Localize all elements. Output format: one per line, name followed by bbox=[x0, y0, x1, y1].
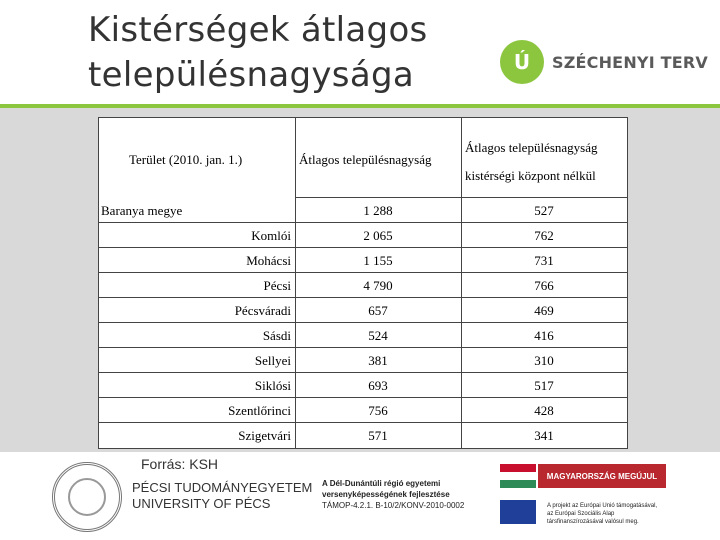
eu-line-1: A projekt az Európai Unió támogatásával, bbox=[547, 503, 658, 509]
hungarian-flag-icon bbox=[500, 464, 536, 488]
row-avg-no-center-value: 428 bbox=[534, 403, 554, 418]
szechenyi-terv-logo: Ú SZÉCHENYI TERV bbox=[500, 32, 708, 92]
row-area-name: Komlói bbox=[251, 228, 291, 243]
row-avg-no-center-value: 341 bbox=[534, 428, 554, 443]
row-avg-no-center-value: 310 bbox=[534, 353, 554, 368]
row-divider bbox=[99, 422, 627, 423]
pte-name-en: UNIVERSITY OF PÉCS bbox=[132, 496, 271, 511]
pte-logo-text: PÉCSI TUDOMÁNYEGYETEM UNIVERSITY OF PÉCS bbox=[132, 480, 312, 512]
row-avg-value: 571 bbox=[368, 428, 388, 443]
row-divider bbox=[99, 297, 627, 298]
row-avg-value: 524 bbox=[368, 328, 388, 343]
row-avg-value: 693 bbox=[368, 378, 388, 393]
row-avg-no-center-value: 766 bbox=[534, 278, 554, 293]
row-avg-value: 1 288 bbox=[363, 203, 393, 218]
table-row: Pécsváradi 657 469 bbox=[99, 298, 627, 323]
szechenyi-logo-text: SZÉCHENYI TERV bbox=[552, 52, 708, 72]
table-row: Baranya megye 1 288 527 bbox=[99, 198, 627, 223]
row-avg-value: 2 065 bbox=[363, 228, 393, 243]
row-avg-no-center-value: 469 bbox=[534, 303, 554, 318]
row-divider bbox=[99, 397, 627, 398]
row-divider bbox=[99, 372, 627, 373]
header-area: Terület (2010. jan. 1.) bbox=[129, 152, 243, 167]
row-avg-no-center-value: 762 bbox=[534, 228, 554, 243]
row-area-name: Baranya megye bbox=[101, 203, 183, 218]
row-divider bbox=[99, 347, 627, 348]
source-note: Forrás: KSH bbox=[141, 456, 219, 472]
table-row: Mohácsi 1 155 731 bbox=[99, 248, 627, 273]
row-divider bbox=[99, 247, 627, 248]
row-avg-value: 4 790 bbox=[363, 278, 393, 293]
row-divider bbox=[99, 272, 627, 273]
row-avg-value: 756 bbox=[368, 403, 388, 418]
eu-line-2: az Európai Szociális Alap bbox=[547, 511, 615, 517]
eu-line-3: társfinanszírozásával valósul meg. bbox=[547, 519, 639, 525]
row-avg-no-center-value: 527 bbox=[534, 203, 554, 218]
eu-support-text: A projekt az Európai Unió támogatásával,… bbox=[547, 502, 697, 526]
university-seal-icon bbox=[52, 462, 122, 532]
row-avg-no-center-value: 416 bbox=[534, 328, 554, 343]
project-line-2: versenyképességének fejlesztése bbox=[322, 490, 450, 499]
row-area-name: Szigetvári bbox=[238, 428, 291, 443]
eu-flag-icon bbox=[500, 500, 536, 524]
row-area-name: Pécsi bbox=[263, 278, 291, 293]
table-row: Szentlőrinci 756 428 bbox=[99, 398, 627, 423]
row-area-name: Szentlőrinci bbox=[228, 403, 291, 418]
table-row: Komlói 2 065 762 bbox=[99, 223, 627, 248]
row-area-name: Siklósi bbox=[254, 378, 291, 393]
header-avg: Átlagos településnagyság bbox=[299, 152, 432, 167]
data-table: Terület (2010. jan. 1.) Átlagos települé… bbox=[98, 117, 628, 449]
project-code: TÁMOP-4.2.1. B-10/2/KONV-2010-0002 bbox=[322, 501, 465, 510]
header-avg-no-center-1: Átlagos településnagyság bbox=[465, 140, 598, 155]
row-area-name: Mohácsi bbox=[246, 253, 291, 268]
title-line-1: Kistérségek átlagos bbox=[88, 10, 428, 50]
table-row: Szigetvári 571 341 bbox=[99, 423, 627, 448]
header-divider bbox=[0, 104, 720, 108]
row-area-name: Sellyei bbox=[254, 353, 291, 368]
row-area-name: Pécsváradi bbox=[234, 303, 291, 318]
title-line-2: településnagysága bbox=[88, 55, 414, 95]
row-area-name: Sásdi bbox=[262, 328, 291, 343]
row-avg-value: 1 155 bbox=[363, 253, 393, 268]
table-row: Pécsi 4 790 766 bbox=[99, 273, 627, 298]
table-col-divider-2 bbox=[461, 118, 462, 448]
szechenyi-mark-icon: Ú bbox=[500, 40, 544, 84]
row-divider bbox=[99, 222, 627, 223]
header-avg-no-center-2: kistérségi központ nélkül bbox=[465, 168, 596, 183]
table-row: Sellyei 381 310 bbox=[99, 348, 627, 373]
row-avg-value: 381 bbox=[368, 353, 388, 368]
project-info: A Dél-Dunántúli régió egyetemi versenyké… bbox=[322, 478, 464, 511]
page-title: Kistérségek átlagos településnagysága bbox=[88, 8, 428, 98]
row-avg-value: 657 bbox=[368, 303, 388, 318]
row-avg-no-center-value: 517 bbox=[534, 378, 554, 393]
pte-name-hu: PÉCSI TUDOMÁNYEGYETEM bbox=[132, 480, 313, 495]
table-col-divider-1 bbox=[295, 118, 296, 448]
header-divider-line bbox=[295, 197, 627, 198]
table-row: Siklósi 693 517 bbox=[99, 373, 627, 398]
project-line-1: A Dél-Dunántúli régió egyetemi bbox=[322, 479, 441, 488]
magyarorszag-megujul-banner: MAGYARORSZÁG MEGÚJUL bbox=[538, 464, 666, 488]
row-avg-no-center-value: 731 bbox=[534, 253, 554, 268]
table-row: Sásdi 524 416 bbox=[99, 323, 627, 348]
row-divider bbox=[99, 322, 627, 323]
